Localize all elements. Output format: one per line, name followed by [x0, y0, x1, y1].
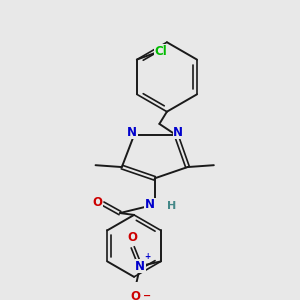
Text: H: H [167, 202, 176, 212]
Text: O: O [128, 231, 138, 244]
Text: O: O [92, 196, 102, 209]
Text: N: N [127, 126, 137, 139]
Text: N: N [145, 198, 155, 211]
Text: O: O [130, 290, 140, 300]
Text: N: N [173, 126, 183, 139]
Text: +: + [145, 252, 151, 261]
Text: N: N [135, 260, 145, 273]
Text: −: − [143, 291, 151, 300]
Text: Cl: Cl [155, 45, 168, 58]
